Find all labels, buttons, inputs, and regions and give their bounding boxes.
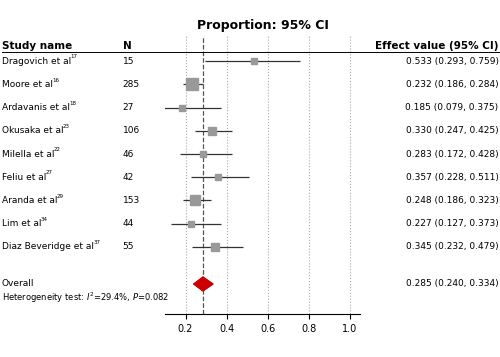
Text: 42: 42	[122, 173, 134, 182]
Text: 0.227 (0.127, 0.373): 0.227 (0.127, 0.373)	[406, 219, 498, 228]
Text: Study name: Study name	[2, 41, 72, 51]
Text: N: N	[122, 41, 131, 51]
Text: 0.345 (0.232, 0.479): 0.345 (0.232, 0.479)	[406, 242, 498, 251]
Text: 0.185 (0.079, 0.375): 0.185 (0.079, 0.375)	[406, 103, 498, 112]
Text: Ardavanis et al: Ardavanis et al	[2, 103, 70, 112]
Text: Overall: Overall	[2, 280, 34, 288]
Text: Diaz Beveridge et al: Diaz Beveridge et al	[2, 242, 94, 251]
Text: 0.285 (0.240, 0.334): 0.285 (0.240, 0.334)	[406, 280, 498, 288]
Text: 15: 15	[122, 57, 134, 66]
Text: 46: 46	[122, 150, 134, 159]
Text: 44: 44	[122, 219, 134, 228]
Text: Heterogeneity test: $I^2$=29.4%, $P$=0.082: Heterogeneity test: $I^2$=29.4%, $P$=0.0…	[2, 290, 169, 305]
Text: Aranda et al: Aranda et al	[2, 196, 57, 205]
Text: 29: 29	[57, 193, 64, 199]
Text: Okusaka et al: Okusaka et al	[2, 126, 63, 135]
Text: 0.533 (0.293, 0.759): 0.533 (0.293, 0.759)	[406, 57, 498, 66]
Text: Milella et al: Milella et al	[2, 150, 54, 159]
Text: Dragovich et al: Dragovich et al	[2, 57, 71, 66]
Text: Moore et al: Moore et al	[2, 80, 52, 89]
Text: 0.357 (0.228, 0.511): 0.357 (0.228, 0.511)	[406, 173, 498, 182]
Text: 285: 285	[122, 80, 140, 89]
Text: 34: 34	[41, 217, 48, 222]
Text: Lim et al: Lim et al	[2, 219, 41, 228]
Text: 0.283 (0.172, 0.428): 0.283 (0.172, 0.428)	[406, 150, 498, 159]
Text: 16: 16	[52, 77, 60, 83]
Text: 153: 153	[122, 196, 140, 205]
Text: Effect value (95% CI): Effect value (95% CI)	[375, 41, 498, 51]
Text: 23: 23	[63, 124, 70, 129]
Text: 0.330 (0.247, 0.425): 0.330 (0.247, 0.425)	[406, 126, 498, 135]
Polygon shape	[194, 277, 213, 291]
Text: Feliu et al: Feliu et al	[2, 173, 46, 182]
Text: 106: 106	[122, 126, 140, 135]
Text: 0.248 (0.186, 0.323): 0.248 (0.186, 0.323)	[406, 196, 498, 205]
Text: 18: 18	[70, 101, 76, 106]
Text: 27: 27	[46, 170, 53, 176]
Text: 0.232 (0.186, 0.284): 0.232 (0.186, 0.284)	[406, 80, 498, 89]
Text: 22: 22	[54, 147, 61, 152]
Text: 27: 27	[122, 103, 134, 112]
Title: Proportion: 95% CI: Proportion: 95% CI	[196, 19, 328, 32]
Text: 55: 55	[122, 242, 134, 251]
Text: 37: 37	[94, 240, 100, 245]
Text: 17: 17	[71, 54, 78, 60]
